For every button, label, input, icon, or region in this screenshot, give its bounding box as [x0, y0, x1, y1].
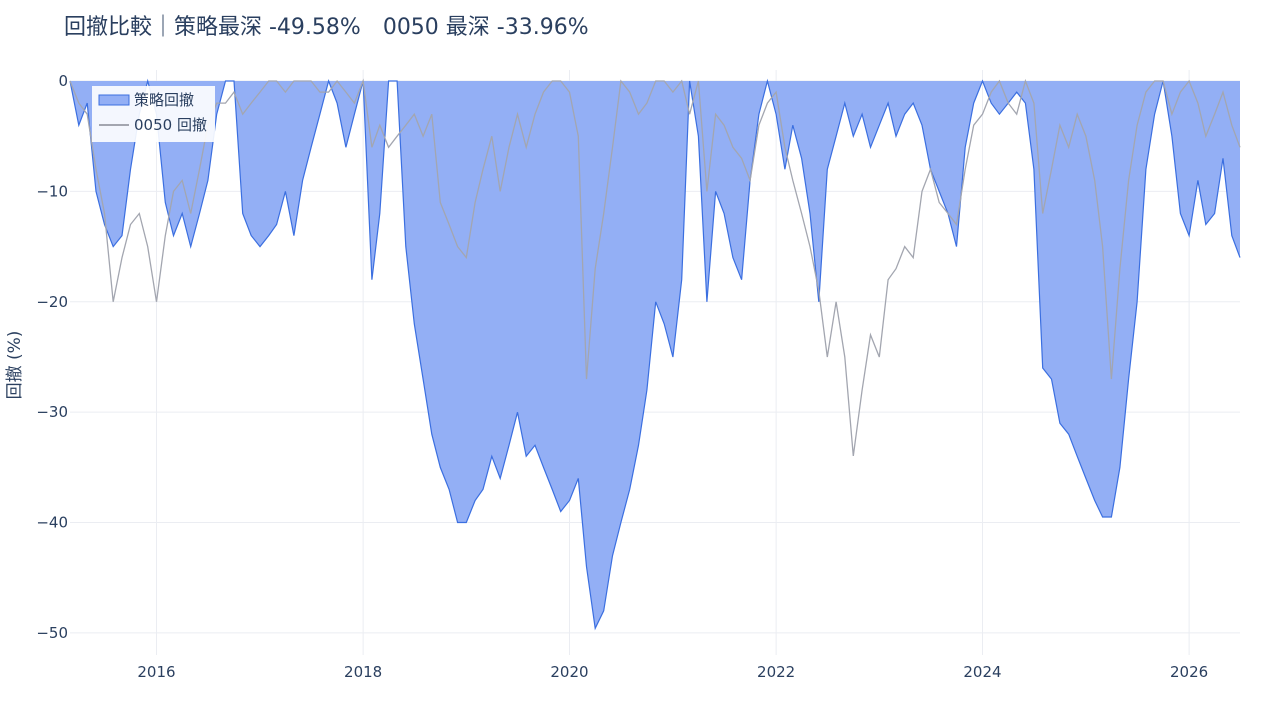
x-tick-label: 2026	[1170, 663, 1208, 681]
legend-item[interactable]: 0050 回撤	[99, 116, 207, 134]
chart-title: 回撤比較｜策略最深 -49.58% 0050 最深 -33.96%	[64, 15, 589, 40]
legend[interactable]: 策略回撤 0050 回撤	[92, 86, 215, 142]
legend-label: 策略回撤	[134, 91, 194, 109]
x-axis-ticks: 2016 2018 2020 2022 2024 2026	[137, 663, 1208, 681]
y-tick-label: −40	[36, 514, 68, 532]
y-tick-label: −10	[36, 182, 68, 200]
x-tick-label: 2024	[963, 663, 1001, 681]
y-axis-title: 回撤 (%)	[5, 331, 25, 400]
series-line-strategy	[69, 78, 1241, 631]
plot-area	[69, 78, 1241, 631]
x-tick-label: 2022	[757, 663, 795, 681]
y-tick-label: −30	[36, 403, 68, 421]
x-tick-label: 2018	[344, 663, 382, 681]
legend-label: 0050 回撤	[134, 116, 207, 134]
y-axis-ticks: 0 −10 −20 −30 −40 −50	[36, 72, 68, 642]
x-tick-label: 2020	[550, 663, 588, 681]
y-tick-label: −20	[36, 293, 68, 311]
legend-swatch-area	[98, 94, 130, 106]
x-tick-label: 2016	[137, 663, 175, 681]
y-tick-label: −50	[36, 624, 68, 642]
y-tick-label: 0	[58, 72, 68, 90]
series-area-strategy	[70, 81, 1240, 629]
legend-item[interactable]: 策略回撤	[98, 91, 194, 109]
series-line-0050	[69, 78, 1241, 456]
